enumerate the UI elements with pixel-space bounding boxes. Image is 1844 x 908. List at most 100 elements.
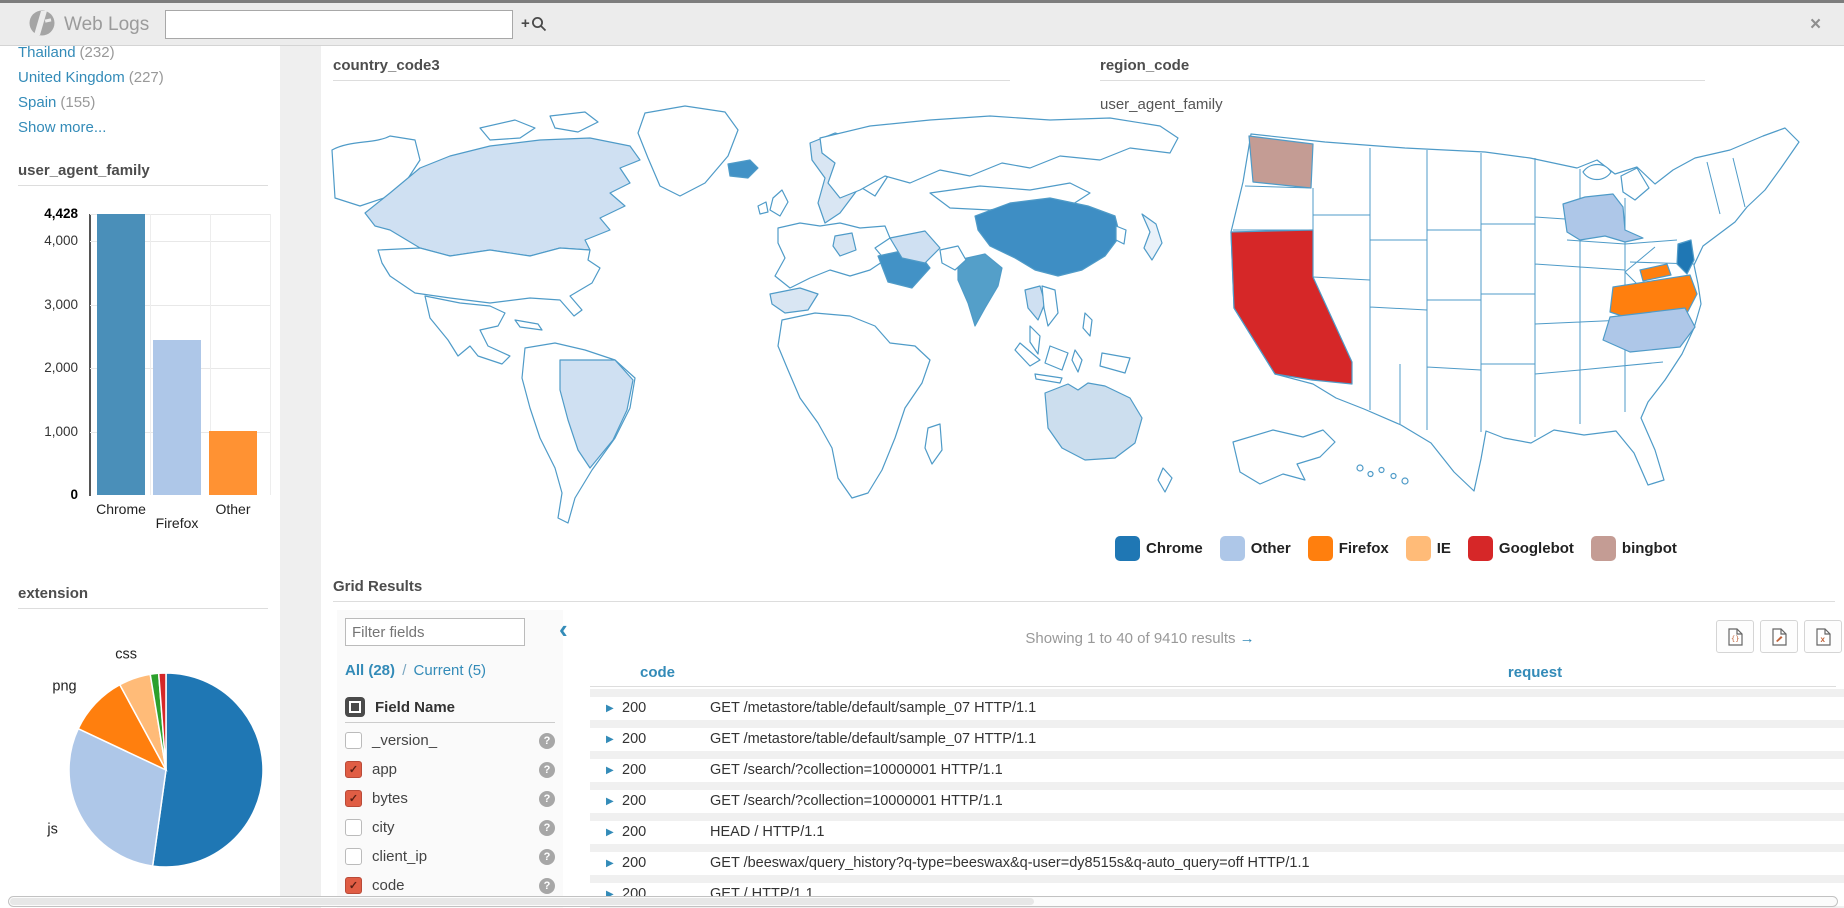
horizontal-scrollbar[interactable]	[8, 896, 1838, 907]
legend-item[interactable]: Firefox	[1307, 536, 1389, 561]
column-header-code[interactable]: code	[640, 664, 676, 681]
region-usa[interactable]	[377, 247, 601, 317]
add-search-button[interactable]: +	[521, 15, 547, 32]
pie-label-css: css	[115, 647, 137, 663]
facet-link[interactable]: United Kingdom (227)	[18, 69, 164, 86]
bar-other[interactable]	[209, 430, 257, 495]
search-input[interactable]	[165, 10, 513, 39]
expand-row-icon[interactable]: ▶	[606, 734, 614, 745]
state-new-york[interactable]	[1562, 193, 1644, 243]
export-xls-button[interactable]: x	[1804, 620, 1842, 653]
field-help-icon[interactable]: ?	[539, 761, 555, 778]
region-germany[interactable]	[832, 232, 857, 257]
region-uk[interactable]	[757, 189, 789, 217]
expand-row-icon[interactable]: ▶	[606, 827, 614, 838]
field-name-label[interactable]: bytes	[372, 790, 408, 807]
row-request-cell: GET /metastore/table/default/sample_07 H…	[710, 700, 1037, 716]
results-count-text: Showing 1 to 40 of 9410 results	[1025, 630, 1236, 647]
region-spain[interactable]	[769, 287, 819, 314]
extension-pie-chart: js png css	[40, 646, 292, 903]
field-checkbox[interactable]	[345, 732, 362, 749]
current-fields-tab[interactable]: Current (5)	[413, 662, 487, 679]
hawaii-inset[interactable]	[1356, 464, 1409, 485]
export-csv-button[interactable]: {}	[1716, 620, 1754, 653]
region-australia[interactable]	[1044, 382, 1143, 461]
expand-row-icon[interactable]: ▶	[606, 765, 614, 776]
field-name-label[interactable]: _version_	[372, 732, 438, 749]
expand-row-icon[interactable]: ▶	[606, 889, 614, 900]
state-washington[interactable]	[1248, 135, 1314, 189]
gridline	[90, 304, 270, 306]
show-more-link[interactable]: Show more...	[18, 119, 107, 136]
field-name-label[interactable]: app	[372, 761, 398, 778]
scrollbar-thumb[interactable]	[10, 898, 1034, 905]
field-checkbox[interactable]	[345, 819, 362, 836]
field-checkbox[interactable]: ✓	[345, 761, 362, 778]
field-help-icon[interactable]: ?	[539, 848, 555, 865]
region-arctic-islands	[479, 111, 599, 141]
expand-row-icon[interactable]: ▶	[606, 703, 614, 714]
alaska-inset[interactable]	[1232, 429, 1336, 485]
field-checkbox[interactable]	[345, 848, 362, 865]
state-new-jersey[interactable]	[1676, 239, 1695, 275]
region-china[interactable]	[974, 197, 1121, 277]
expand-row-icon[interactable]: ▶	[606, 796, 614, 807]
select-all-checkbox[interactable]	[345, 697, 365, 717]
legend-item[interactable]: Other	[1219, 536, 1291, 561]
next-page-arrow-icon[interactable]: →	[1239, 630, 1255, 647]
y-tick-label: 1,000	[44, 423, 78, 439]
region-greenland[interactable]	[637, 105, 739, 197]
legend-item[interactable]: Googlebot	[1467, 536, 1574, 561]
region-mexico[interactable]	[424, 295, 511, 365]
pie-slice-js[interactable]	[68, 727, 167, 867]
region-india[interactable]	[957, 253, 1003, 327]
filter-fields-input[interactable]	[345, 618, 525, 646]
collapse-panel-icon[interactable]: ‹	[559, 614, 568, 644]
state-north-carolina[interactable]	[1602, 307, 1696, 353]
field-help-icon[interactable]: ?	[539, 790, 555, 807]
window-top-edge	[0, 0, 1844, 3]
bar-firefox[interactable]	[153, 339, 201, 495]
column-header-request[interactable]: request	[1507, 664, 1563, 681]
field-name-label[interactable]: client_ip	[372, 848, 428, 865]
region-iran[interactable]	[889, 230, 941, 264]
facet-link[interactable]: Spain (155)	[18, 94, 96, 111]
toolbar: Web Logs + ×	[0, 3, 1844, 46]
region-japan[interactable]	[1141, 213, 1163, 261]
state-maryland[interactable]	[1639, 263, 1672, 282]
region-brazil[interactable]	[559, 359, 634, 469]
plus-icon: +	[521, 15, 530, 32]
field-help-icon[interactable]: ?	[539, 877, 555, 894]
search-icon	[531, 16, 546, 31]
field-row: ✓ app ?	[345, 755, 557, 784]
facet-link[interactable]: Thailand (232)	[18, 44, 115, 61]
region-thailand[interactable]	[1024, 285, 1046, 321]
close-icon[interactable]: ×	[1810, 14, 1822, 35]
bar-chrome[interactable]	[97, 214, 145, 495]
region-caribbean	[514, 319, 543, 331]
all-fields-tab[interactable]: All (28)	[345, 662, 396, 679]
export-pdf-button[interactable]	[1760, 620, 1798, 653]
expand-row-icon[interactable]: ▶	[606, 858, 614, 869]
row-request-cell: GET /metastore/table/default/sample_07 H…	[710, 731, 1037, 747]
legend-label: Other	[1250, 540, 1291, 557]
field-checkbox[interactable]: ✓	[345, 877, 362, 894]
legend-item[interactable]: Chrome	[1115, 536, 1203, 561]
legend-item[interactable]: IE	[1405, 536, 1451, 561]
field-checkbox[interactable]: ✓	[345, 790, 362, 807]
region-africa[interactable]	[777, 312, 931, 499]
state-california[interactable]	[1230, 229, 1353, 385]
region-europe[interactable]	[774, 222, 891, 289]
field-help-icon[interactable]: ?	[539, 732, 555, 749]
region-russia[interactable]	[819, 115, 1179, 199]
svg-text:{}: {}	[1731, 635, 1739, 643]
legend-item[interactable]: bingbot	[1590, 536, 1677, 561]
pie-slice-other-0[interactable]	[151, 672, 264, 868]
field-name-label[interactable]: city	[372, 819, 395, 836]
hue-logo-icon[interactable]	[28, 9, 56, 37]
field-help-icon[interactable]: ?	[539, 819, 555, 836]
region-indochina	[1029, 285, 1059, 355]
field-name-label[interactable]: code	[372, 877, 405, 894]
pie-slice-other-5[interactable]	[157, 672, 167, 771]
region-iceland[interactable]	[727, 159, 759, 179]
